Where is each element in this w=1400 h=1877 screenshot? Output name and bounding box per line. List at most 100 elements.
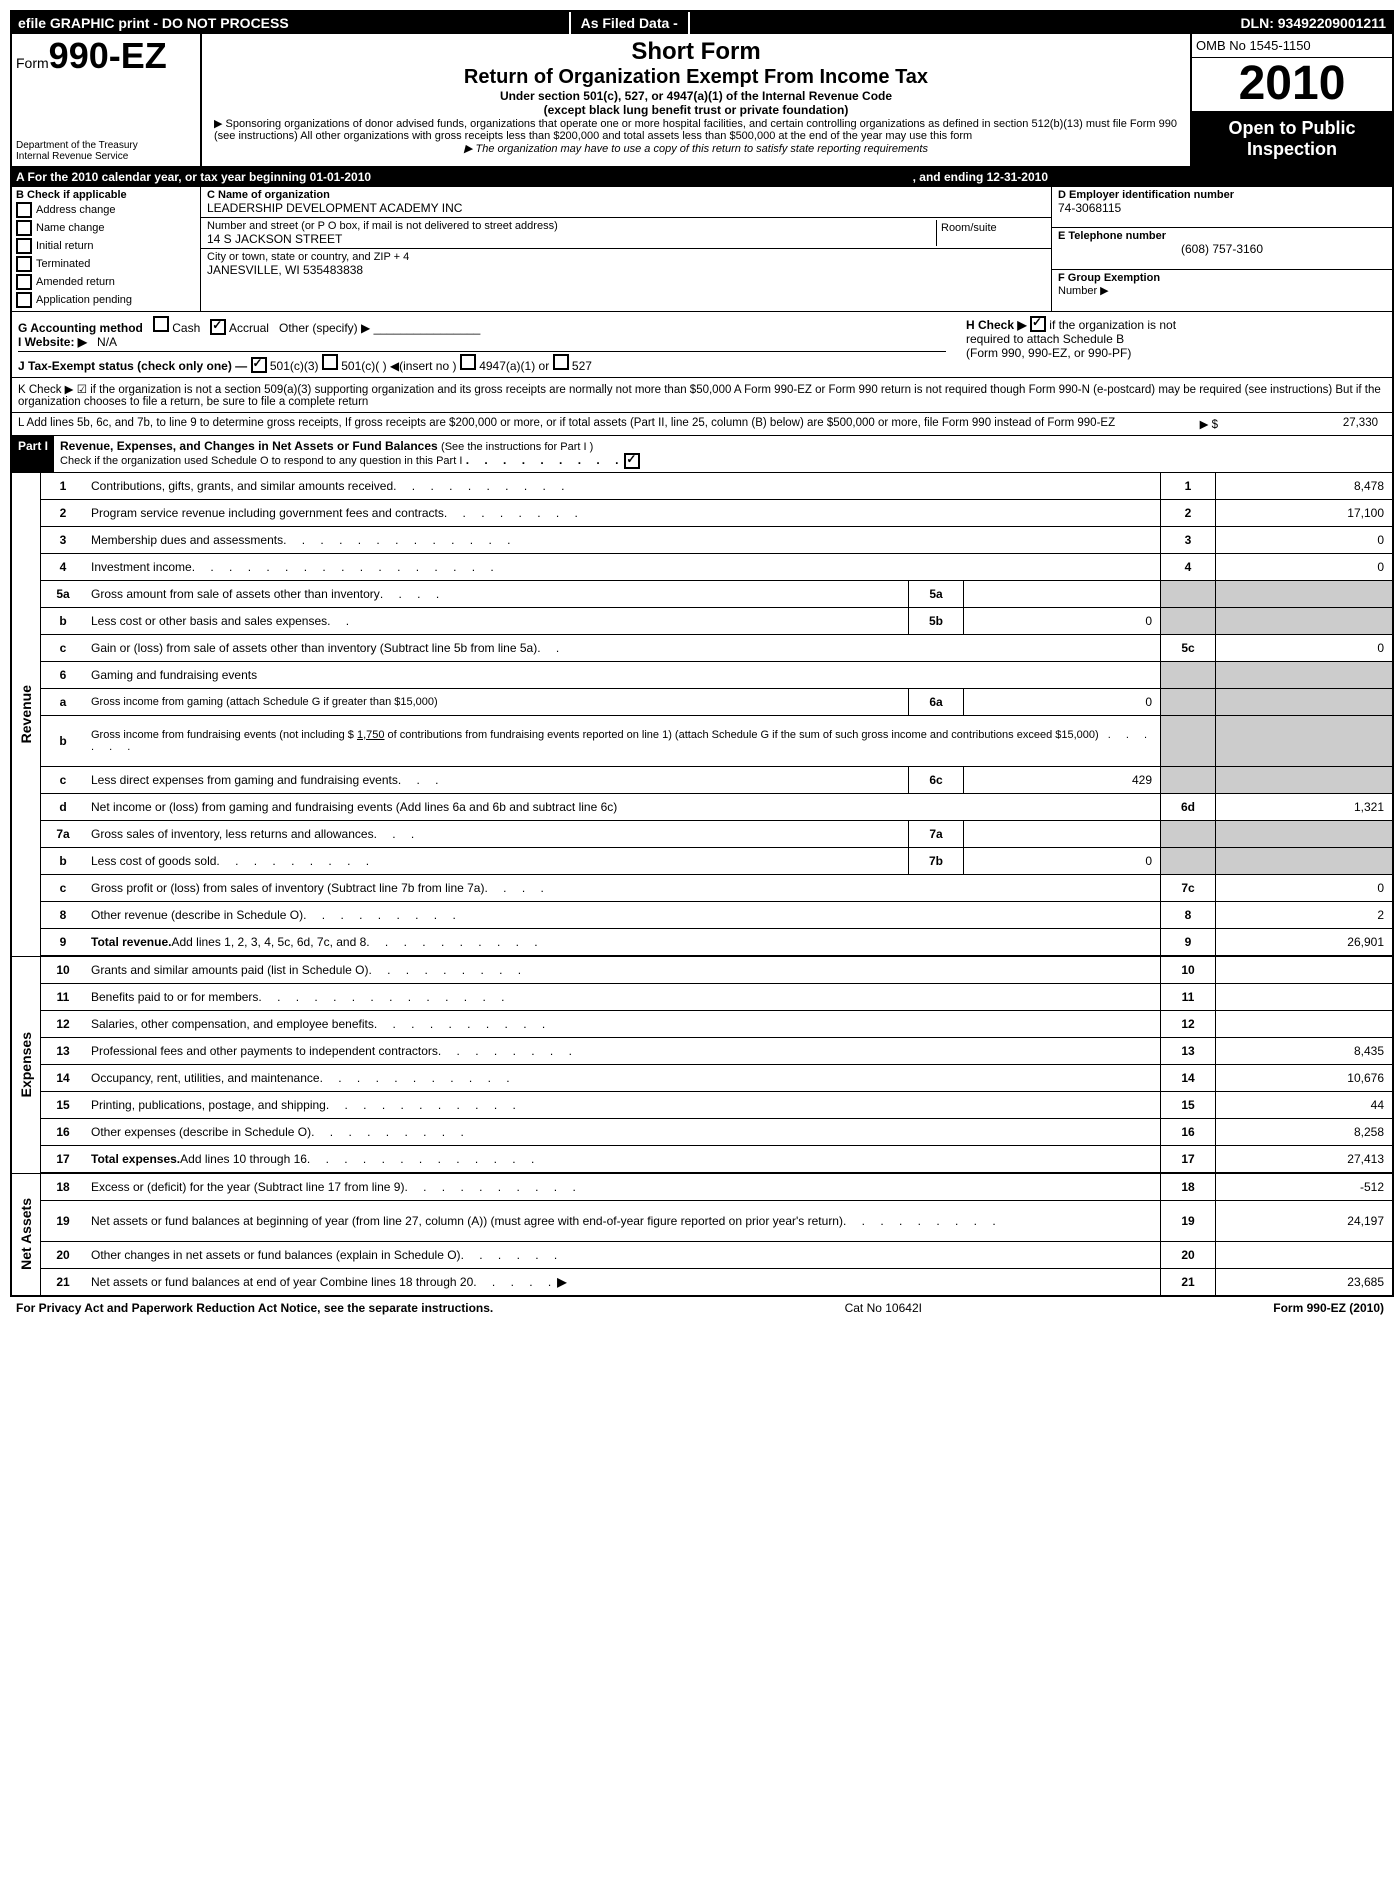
section-ghij: G Accounting method Cash Accrual Other (… [12, 312, 1392, 378]
phone: (608) 757-3160 [1058, 242, 1386, 256]
section-j: J Tax-Exempt status (check only one) — 5… [18, 351, 946, 373]
line12-val [1215, 1011, 1392, 1037]
revenue-group: Revenue 1Contributions, gifts, grants, a… [12, 473, 1392, 956]
label-city: City or town, state or country, and ZIP … [207, 251, 1045, 263]
cb-address-change[interactable] [16, 202, 32, 218]
part1-title: Revenue, Expenses, and Changes in Net As… [54, 436, 646, 472]
org-name: LEADERSHIP DEVELOPMENT ACADEMY INC [207, 201, 1045, 215]
line17-val: 27,413 [1215, 1146, 1392, 1172]
netassets-label: Net Assets [18, 1198, 34, 1270]
cb-schedule-b[interactable] [1030, 316, 1046, 332]
label-street: Number and street (or P O box, if mail i… [207, 220, 936, 232]
short-form-title: Short Form [210, 38, 1182, 66]
tax-year: 2010 [1192, 58, 1392, 112]
form-number: 990-EZ [49, 35, 167, 76]
cb-527[interactable] [553, 354, 569, 370]
omb-number: OMB No 1545-1150 [1192, 34, 1392, 58]
line20-val [1215, 1242, 1392, 1268]
expenses-group: Expenses 10Grants and similar amounts pa… [12, 956, 1392, 1173]
revenue-label: Revenue [18, 685, 34, 743]
footer-left: For Privacy Act and Paperwork Reduction … [16, 1301, 493, 1315]
label-group-exemption: F Group Exemption [1058, 272, 1386, 284]
section-a-calendar-year: A For the 2010 calendar year, or tax yea… [12, 168, 1392, 187]
section-l: L Add lines 5b, 6c, and 7b, to line 9 to… [12, 413, 1392, 436]
header-right: OMB No 1545-1150 2010 Open to Public Ins… [1190, 34, 1392, 166]
state-reporting: ▶ The organization may have to use a cop… [210, 142, 1182, 155]
room-suite: Room/suite [936, 220, 1045, 246]
part1-header-row: Part I Revenue, Expenses, and Changes in… [12, 436, 1392, 473]
cb-501c[interactable] [322, 354, 338, 370]
open-public: Open to Public Inspection [1192, 112, 1392, 166]
open-public-l2: Inspection [1196, 139, 1388, 160]
top-bar-mid: As Filed Data - [569, 12, 690, 34]
line8-val: 2 [1215, 902, 1392, 928]
cb-application-pending[interactable] [16, 292, 32, 308]
line6d-val: 1,321 [1215, 794, 1392, 820]
top-bar-left: efile GRAPHIC print - DO NOT PROCESS [12, 12, 569, 34]
gross-receipts: 27,330 [1218, 417, 1386, 431]
cb-name-change[interactable] [16, 220, 32, 236]
cb-terminated[interactable] [16, 256, 32, 272]
line21-val: 23,685 [1215, 1269, 1392, 1295]
sponsor-text: ▶ Sponsoring organizations of donor advi… [210, 117, 1182, 142]
line14-val: 10,676 [1215, 1065, 1392, 1091]
cb-amended[interactable] [16, 274, 32, 290]
cb-cash[interactable] [153, 316, 169, 332]
line4-val: 0 [1215, 554, 1392, 580]
line11-val [1215, 984, 1392, 1010]
line9-val: 26,901 [1215, 929, 1392, 955]
cb-accrual[interactable] [210, 319, 226, 335]
city: JANESVILLE, WI 535483838 [207, 263, 1045, 277]
info-block: B Check if applicable Address change Nam… [12, 187, 1392, 312]
label-org-name: C Name of organization [207, 189, 1045, 201]
website: N/A [97, 335, 117, 349]
footer: For Privacy Act and Paperwork Reduction … [10, 1297, 1390, 1319]
label-phone: E Telephone number [1058, 230, 1386, 242]
section-b: B Check if applicable Address change Nam… [12, 187, 201, 311]
cb-4947[interactable] [460, 354, 476, 370]
line18-val: -512 [1215, 1174, 1392, 1200]
line19-val: 24,197 [1215, 1201, 1392, 1241]
part1-label: Part I [12, 436, 54, 472]
form-container: efile GRAPHIC print - DO NOT PROCESS As … [10, 10, 1394, 1297]
return-title: Return of Organization Exempt From Incom… [210, 66, 1182, 89]
cb-501c3[interactable] [251, 357, 267, 373]
line16-val: 8,258 [1215, 1119, 1392, 1145]
header-section: Form990-EZ Department of the Treasury In… [12, 34, 1392, 168]
col-right: D Employer identification number 74-3068… [1051, 187, 1392, 311]
header-left: Form990-EZ Department of the Treasury In… [12, 34, 202, 166]
open-public-l1: Open to Public [1196, 118, 1388, 139]
dept-treasury: Department of the Treasury [16, 140, 196, 151]
section-g: G Accounting method Cash Accrual Other (… [18, 316, 946, 335]
line13-val: 8,435 [1215, 1038, 1392, 1064]
footer-right: Form 990-EZ (2010) [1273, 1301, 1384, 1315]
section-c: C Name of organization LEADERSHIP DEVELO… [201, 187, 1051, 311]
header-center: Short Form Return of Organization Exempt… [202, 34, 1190, 166]
section-i: I Website: ▶ N/A [18, 335, 946, 349]
line1-val: 8,478 [1215, 473, 1392, 499]
line7c-val: 0 [1215, 875, 1392, 901]
cb-initial-return[interactable] [16, 238, 32, 254]
irs: Internal Revenue Service [16, 151, 196, 162]
section-a-left: A For the 2010 calendar year, or tax yea… [16, 170, 371, 184]
top-bar: efile GRAPHIC print - DO NOT PROCESS As … [12, 12, 1392, 34]
footer-mid: Cat No 10642I [845, 1301, 922, 1315]
label-ein: D Employer identification number [1058, 189, 1386, 201]
section-b-title: B Check if applicable [16, 189, 196, 201]
section-a-right: , and ending 12-31-2010 [913, 170, 1048, 184]
ein: 74-3068115 [1058, 201, 1386, 215]
line3-val: 0 [1215, 527, 1392, 553]
except-text: (except black lung benefit trust or priv… [210, 103, 1182, 117]
line2-val: 17,100 [1215, 500, 1392, 526]
form-prefix: Form [16, 55, 49, 71]
street: 14 S JACKSON STREET [207, 232, 936, 246]
cb-schedule-o[interactable] [624, 453, 640, 469]
expenses-label: Expenses [18, 1032, 34, 1097]
section-k: K Check ▶ ☑ if the organization is not a… [12, 378, 1392, 413]
line15-val: 44 [1215, 1092, 1392, 1118]
line10-val [1215, 957, 1392, 983]
netassets-group: Net Assets 18Excess or (deficit) for the… [12, 1173, 1392, 1295]
dln: DLN: 93492209001211 [1234, 12, 1392, 34]
section-h: H Check ▶ if the organization is not req… [966, 316, 1386, 373]
line5c-val: 0 [1215, 635, 1392, 661]
